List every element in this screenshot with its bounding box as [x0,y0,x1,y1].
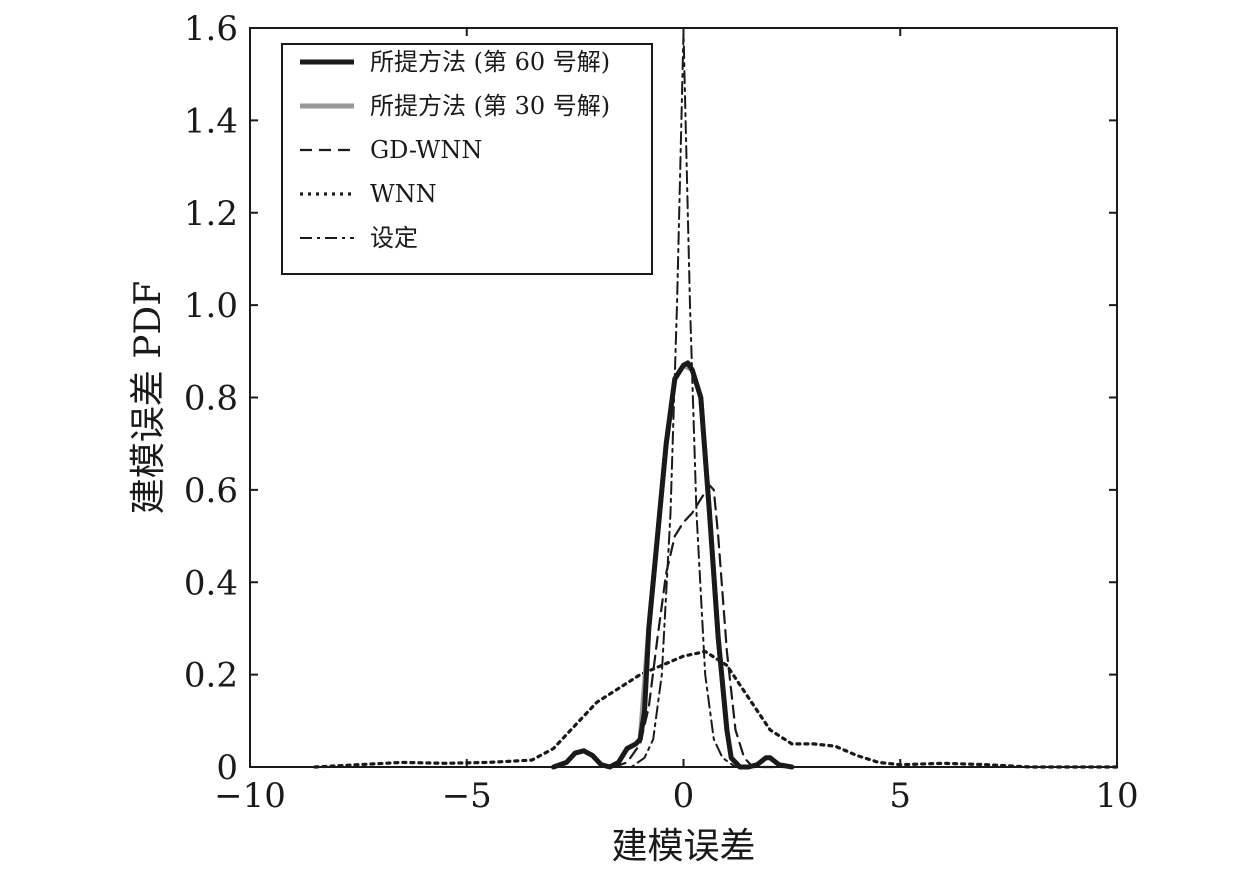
x-tick-label: −5 [442,776,492,816]
legend-label-3: WNN [370,180,437,208]
y-tick-label: 1.6 [184,9,238,49]
y-tick-label: 1.2 [184,194,238,234]
y-tick-label: 0.2 [184,656,238,696]
x-axis-label: 建模误差 [611,826,755,867]
x-tick-label: 10 [1095,776,1138,816]
y-tick-label: 1.0 [184,286,238,326]
axis-ticks: −10 −5 0 5 10 0 0.2 0.4 0.6 0.8 1.0 1.2 1.4 1.6 [184,9,1139,816]
legend-label-0: 所提方法 (第 60 号解) [370,48,610,76]
y-tick-label: 0.8 [184,379,238,419]
legend: 所提方法 (第 60 号解) 所提方法 (第 30 号解) GD-WNN WNN 设定 [281,43,653,275]
legend-label-2: GD-WNN [370,136,482,164]
y-tick-label: 1.4 [184,101,238,141]
y-axis-label: 建模误差 PDF [128,281,169,515]
x-tick-label: −10 [214,776,286,816]
series-line-2 [613,484,793,769]
legend-label-4: 设定 [370,224,418,252]
legend-box [281,43,653,275]
series-line-3 [313,649,1119,769]
legend-label-1: 所提方法 (第 30 号解) [370,92,610,120]
y-tick-label: 0 [216,748,238,788]
x-tick-label: 5 [889,776,911,816]
y-tick-label: 0.4 [184,563,238,603]
y-tick-label: 0.6 [184,471,238,511]
x-tick-label: 0 [673,776,695,816]
